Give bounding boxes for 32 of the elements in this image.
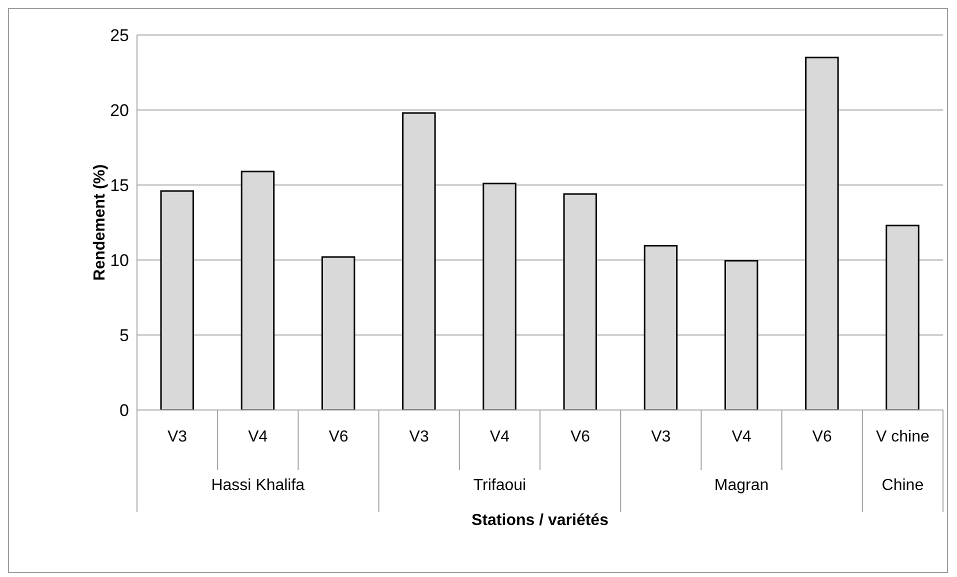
bar	[240, 170, 275, 410]
x-tick-label: V chine	[876, 428, 930, 446]
bar	[321, 256, 356, 410]
x-tick-label: V6	[328, 428, 348, 446]
bar	[724, 260, 758, 410]
x-tick-label: V4	[248, 428, 268, 446]
y-tick-label: 0	[120, 401, 129, 420]
x-tick-label: V6	[570, 428, 590, 446]
x-tick-label: V4	[490, 428, 510, 446]
text: Chine	[882, 477, 924, 494]
x-axis-title: Stations / variétés	[472, 512, 609, 529]
bar	[644, 245, 678, 410]
bar	[886, 224, 920, 410]
y-tick-label: 10	[110, 251, 129, 270]
bar	[563, 193, 597, 410]
x-tick-label: V6	[812, 428, 832, 446]
x-tick-label: V3	[409, 428, 429, 446]
x-tick-label: V4	[732, 428, 752, 446]
bar	[160, 190, 194, 410]
x-tick-label: V3	[651, 428, 671, 446]
x-tick-label: V3	[168, 428, 188, 446]
y-axis-title: Rendement (%)	[92, 164, 109, 281]
bar	[805, 56, 839, 410]
bar	[482, 182, 516, 410]
y-tick-label: 20	[110, 101, 129, 120]
text: Hassi Khalifa	[211, 477, 305, 494]
bar	[402, 112, 436, 410]
text: Magran	[714, 477, 769, 494]
text: Trifaoui	[473, 477, 526, 494]
y-tick-label: 15	[110, 176, 129, 196]
y-tick-label: 5	[120, 326, 129, 346]
y-tick-label: 25	[110, 26, 129, 46]
